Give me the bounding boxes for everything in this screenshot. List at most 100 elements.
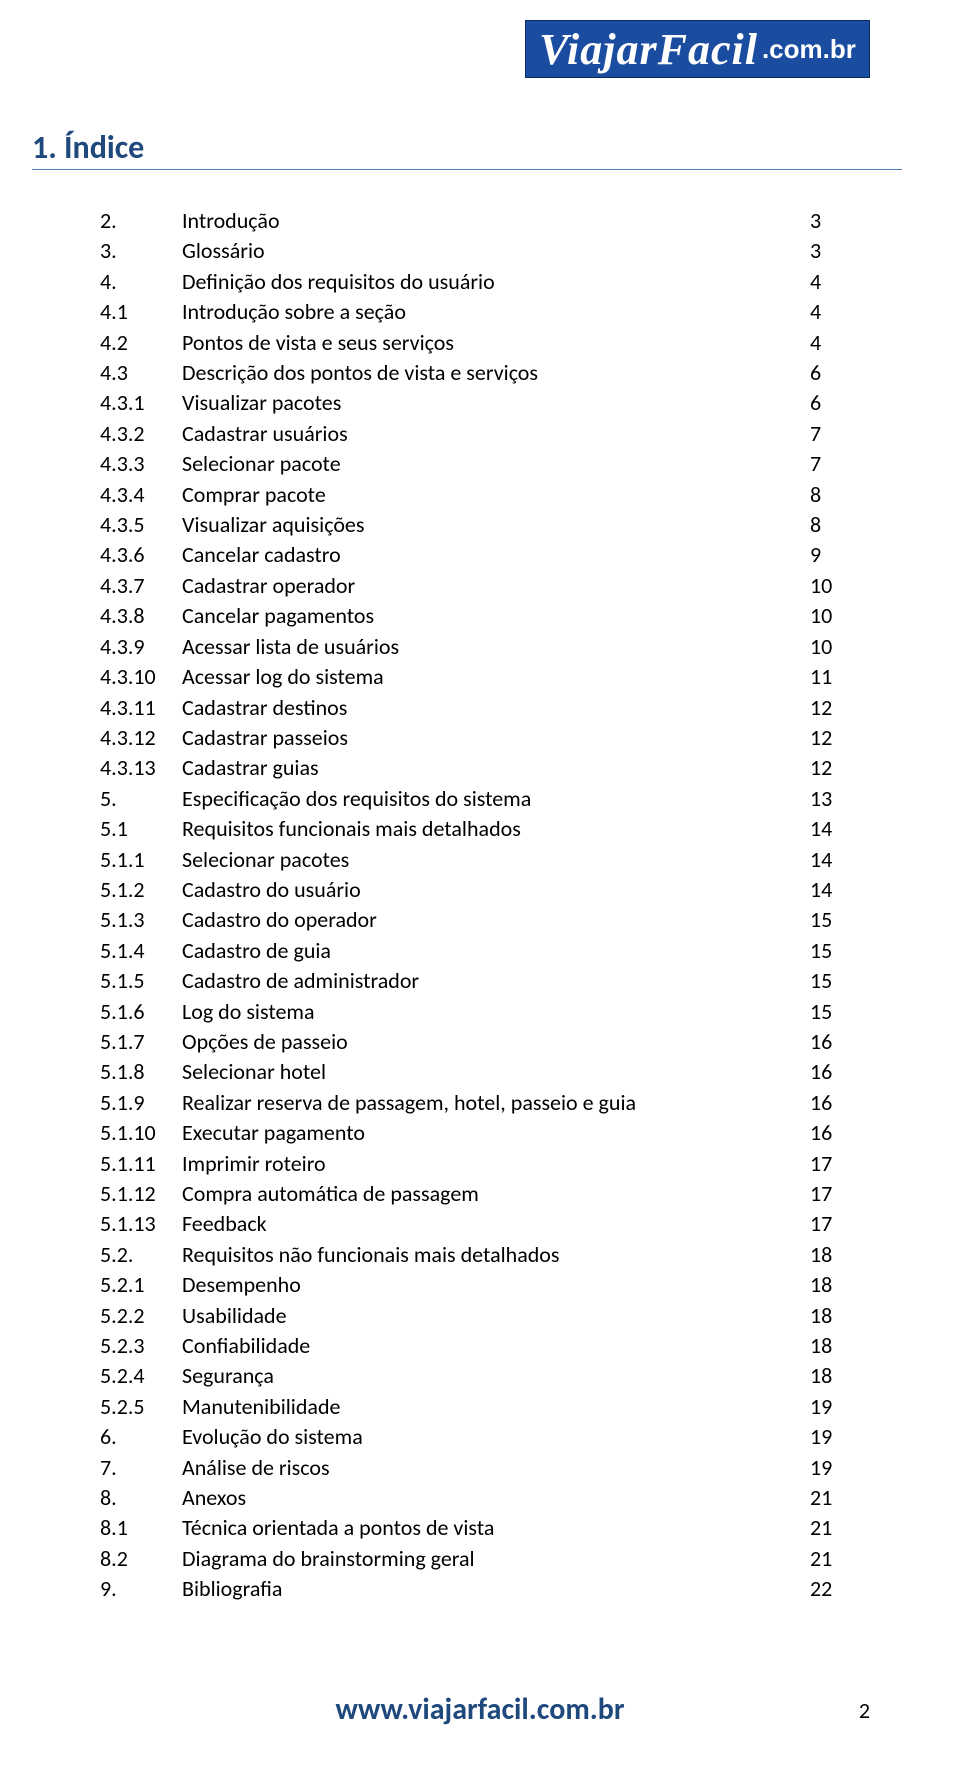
toc-page: 17 bbox=[810, 1209, 860, 1239]
toc-title: Cancelar pagamentos bbox=[182, 601, 810, 631]
toc-number: 5.1.5 bbox=[100, 966, 182, 996]
toc-row: 4.3.3Selecionar pacote7 bbox=[100, 449, 860, 479]
toc-number: 5.1.9 bbox=[100, 1088, 182, 1118]
toc-number: 5.2. bbox=[100, 1240, 182, 1270]
toc-number: 5.1.10 bbox=[100, 1118, 182, 1148]
toc-number: 5.1.6 bbox=[100, 997, 182, 1027]
toc-title: Compra automática de passagem bbox=[182, 1179, 810, 1209]
toc-page: 14 bbox=[810, 845, 860, 875]
toc-row: 4.1Introdução sobre a seção4 bbox=[100, 297, 860, 327]
toc-title: Realizar reserva de passagem, hotel, pas… bbox=[182, 1088, 810, 1118]
toc-page: 18 bbox=[810, 1301, 860, 1331]
toc-number: 8. bbox=[100, 1483, 182, 1513]
toc-page: 10 bbox=[810, 571, 860, 601]
toc-title: Acessar lista de usuários bbox=[182, 632, 810, 662]
toc-page: 13 bbox=[810, 784, 860, 814]
toc-number: 9. bbox=[100, 1574, 182, 1604]
toc-title: Pontos de vista e seus serviços bbox=[182, 328, 810, 358]
toc-title: Cadastrar passeios bbox=[182, 723, 810, 753]
toc-number: 8.2 bbox=[100, 1544, 182, 1574]
toc-title: Selecionar pacote bbox=[182, 449, 810, 479]
toc-title: Imprimir roteiro bbox=[182, 1149, 810, 1179]
toc-title: Diagrama do brainstorming geral bbox=[182, 1544, 810, 1574]
toc-row: 5.1.7Opções de passeio16 bbox=[100, 1027, 860, 1057]
toc-row: 4.3.4Comprar pacote8 bbox=[100, 480, 860, 510]
toc-number: 4.3.4 bbox=[100, 480, 182, 510]
toc-page: 16 bbox=[810, 1088, 860, 1118]
toc-row: 3.Glossário3 bbox=[100, 236, 860, 266]
toc-title: Manutenibilidade bbox=[182, 1392, 810, 1422]
toc-title: Cadastro de guia bbox=[182, 936, 810, 966]
toc-row: 8.2Diagrama do brainstorming geral21 bbox=[100, 1544, 860, 1574]
toc-row: 4.3.9Acessar lista de usuários10 bbox=[100, 632, 860, 662]
toc-title: Cadastrar usuários bbox=[182, 419, 810, 449]
toc-row: 4.3.8Cancelar pagamentos10 bbox=[100, 601, 860, 631]
toc-page: 7 bbox=[810, 449, 860, 479]
toc-title: Cancelar cadastro bbox=[182, 540, 810, 570]
toc-title: Introdução sobre a seção bbox=[182, 297, 810, 327]
toc-page: 18 bbox=[810, 1270, 860, 1300]
toc-page: 8 bbox=[810, 480, 860, 510]
toc-number: 5.1.8 bbox=[100, 1057, 182, 1087]
toc-page: 17 bbox=[810, 1179, 860, 1209]
toc-page: 14 bbox=[810, 814, 860, 844]
toc-number: 5. bbox=[100, 784, 182, 814]
toc-title: Opções de passeio bbox=[182, 1027, 810, 1057]
toc-row: 5.2.2Usabilidade18 bbox=[100, 1301, 860, 1331]
toc-number: 4.3.12 bbox=[100, 723, 182, 753]
toc-title: Introdução bbox=[182, 206, 810, 236]
toc-number: 4.3.10 bbox=[100, 662, 182, 692]
toc-title: Técnica orientada a pontos de vista bbox=[182, 1513, 810, 1543]
toc-page: 19 bbox=[810, 1392, 860, 1422]
toc-title: Acessar log do sistema bbox=[182, 662, 810, 692]
toc-title: Executar pagamento bbox=[182, 1118, 810, 1148]
toc-row: 5.1.6Log do sistema15 bbox=[100, 997, 860, 1027]
toc-page: 6 bbox=[810, 358, 860, 388]
toc-page: 18 bbox=[810, 1331, 860, 1361]
toc-row: 5.2.Requisitos não funcionais mais detal… bbox=[100, 1240, 860, 1270]
toc-row: 4.3.11Cadastrar destinos12 bbox=[100, 693, 860, 723]
toc-page: 21 bbox=[810, 1513, 860, 1543]
toc-number: 7. bbox=[100, 1453, 182, 1483]
logo-brand: ViajarFacil bbox=[539, 24, 758, 75]
toc-title: Desempenho bbox=[182, 1270, 810, 1300]
toc-title: Cadastro do usuário bbox=[182, 875, 810, 905]
toc-title: Análise de riscos bbox=[182, 1453, 810, 1483]
toc-page: 15 bbox=[810, 997, 860, 1027]
toc-row: 4.3.10Acessar log do sistema11 bbox=[100, 662, 860, 692]
toc-title: Bibliografia bbox=[182, 1574, 810, 1604]
toc-number: 5.1.3 bbox=[100, 905, 182, 935]
toc-number: 4.2 bbox=[100, 328, 182, 358]
toc-number: 8.1 bbox=[100, 1513, 182, 1543]
toc-title: Comprar pacote bbox=[182, 480, 810, 510]
toc-title: Usabilidade bbox=[182, 1301, 810, 1331]
toc-page: 9 bbox=[810, 540, 860, 570]
logo-domain: .com.br bbox=[762, 34, 856, 65]
toc-row: 5.2.4Segurança18 bbox=[100, 1361, 860, 1391]
toc-page: 10 bbox=[810, 632, 860, 662]
toc-row: 5.1.10Executar pagamento16 bbox=[100, 1118, 860, 1148]
toc-row: 2.Introdução3 bbox=[100, 206, 860, 236]
toc-row: 4.2Pontos de vista e seus serviços4 bbox=[100, 328, 860, 358]
toc-page: 16 bbox=[810, 1027, 860, 1057]
toc-title: Feedback bbox=[182, 1209, 810, 1239]
toc-title: Anexos bbox=[182, 1483, 810, 1513]
toc-number: 4.3.13 bbox=[100, 753, 182, 783]
toc-page: 16 bbox=[810, 1057, 860, 1087]
toc-page: 15 bbox=[810, 936, 860, 966]
toc-title: Log do sistema bbox=[182, 997, 810, 1027]
toc-number: 5.2.5 bbox=[100, 1392, 182, 1422]
toc-number: 4.3.8 bbox=[100, 601, 182, 631]
toc-title: Visualizar aquisições bbox=[182, 510, 810, 540]
toc-row: 4.3.6Cancelar cadastro9 bbox=[100, 540, 860, 570]
toc-row: 4.Definição dos requisitos do usuário4 bbox=[100, 267, 860, 297]
toc-title: Cadastro de administrador bbox=[182, 966, 810, 996]
toc-row: 5.2.1Desempenho18 bbox=[100, 1270, 860, 1300]
toc-number: 6. bbox=[100, 1422, 182, 1452]
toc-number: 4.3.7 bbox=[100, 571, 182, 601]
toc-number: 4.3.2 bbox=[100, 419, 182, 449]
toc-number: 4.3.1 bbox=[100, 388, 182, 418]
toc-page: 12 bbox=[810, 693, 860, 723]
toc-page: 4 bbox=[810, 297, 860, 327]
toc-title: Cadastrar guias bbox=[182, 753, 810, 783]
